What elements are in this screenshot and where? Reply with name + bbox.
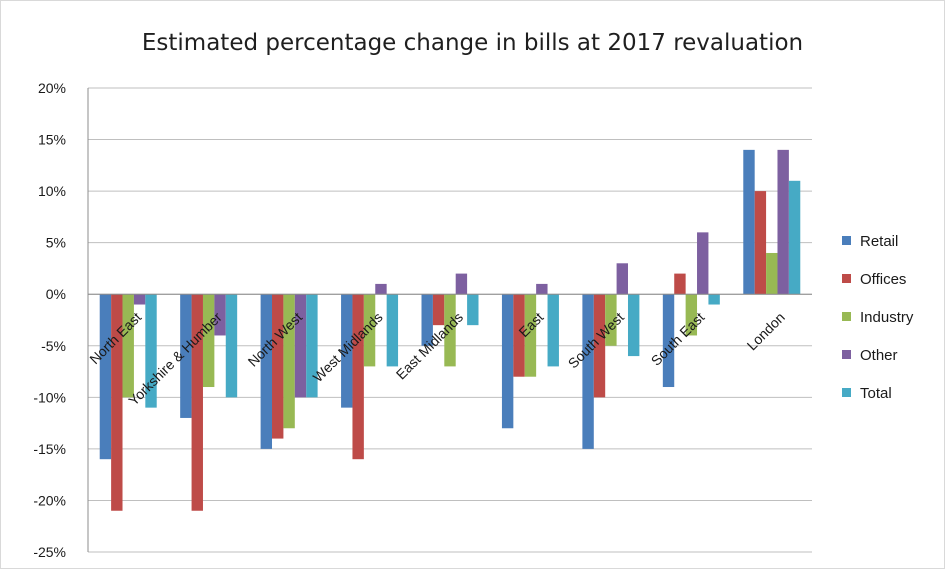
bar-other bbox=[697, 232, 709, 295]
bar-retail bbox=[501, 294, 514, 429]
bar-retail bbox=[582, 294, 594, 449]
bar-total bbox=[306, 294, 318, 398]
chart-title: Estimated percentage change in bills at … bbox=[141, 30, 804, 56]
y-tick-label: -20% bbox=[33, 492, 66, 508]
bar-offices bbox=[754, 191, 767, 295]
bar-retail bbox=[341, 294, 353, 408]
bar-total bbox=[547, 294, 559, 367]
bar-retail bbox=[99, 294, 112, 460]
bar-retail bbox=[180, 294, 192, 418]
bar-retail bbox=[421, 294, 433, 346]
y-tick-label: 0% bbox=[46, 286, 66, 302]
y-tick-label: -25% bbox=[33, 544, 66, 560]
x-tick-label: London bbox=[744, 309, 788, 353]
y-tick-label: 15% bbox=[38, 132, 66, 148]
bar-total bbox=[145, 294, 157, 408]
legend-label: Other bbox=[860, 347, 898, 364]
bar-retail bbox=[743, 149, 755, 295]
legend-swatch-industry bbox=[842, 312, 851, 321]
bar-total bbox=[708, 294, 720, 305]
bar-offices bbox=[674, 273, 686, 295]
y-tick-label: 20% bbox=[38, 80, 66, 96]
bar-offices bbox=[513, 294, 525, 377]
bar-retail bbox=[260, 294, 273, 449]
bars bbox=[99, 149, 801, 511]
y-tick-label: -5% bbox=[41, 338, 66, 354]
x-tick-label: South East bbox=[648, 309, 708, 369]
axes bbox=[87, 88, 812, 552]
y-tick-label: 5% bbox=[46, 235, 66, 251]
bar-total bbox=[225, 294, 238, 398]
legend-label: Industry bbox=[860, 309, 914, 326]
legend-label: Total bbox=[860, 385, 892, 402]
bar-industry bbox=[524, 294, 537, 377]
y-tick-label: -10% bbox=[33, 389, 66, 405]
bar-other bbox=[536, 283, 548, 295]
bar-other bbox=[455, 273, 468, 295]
bar-industry bbox=[444, 294, 456, 367]
bar-industry bbox=[766, 252, 778, 295]
bar-industry bbox=[202, 294, 215, 388]
legend-swatch-other bbox=[842, 350, 851, 359]
legend-swatch-offices bbox=[842, 274, 851, 283]
bar-other bbox=[616, 263, 628, 295]
y-tick-label: -15% bbox=[33, 441, 66, 457]
bar-other bbox=[214, 294, 226, 336]
bar-other bbox=[294, 294, 307, 398]
bar-total bbox=[386, 294, 399, 367]
bar-offices bbox=[352, 294, 364, 460]
legend: Retail Offices Industry Other Total bbox=[842, 233, 914, 402]
bar-industry bbox=[685, 294, 698, 336]
bar-offices bbox=[593, 294, 606, 398]
bar-total bbox=[627, 294, 640, 357]
legend-label: Offices bbox=[860, 271, 906, 288]
bar-retail bbox=[662, 294, 675, 388]
legend-label: Retail bbox=[860, 233, 898, 250]
bar-industry bbox=[363, 294, 376, 367]
bar-total bbox=[788, 180, 801, 295]
bar-total bbox=[467, 294, 479, 326]
bar-industry bbox=[122, 294, 134, 398]
bar-offices bbox=[111, 294, 123, 511]
bar-offices bbox=[191, 294, 203, 511]
y-tick-label: 10% bbox=[38, 183, 66, 199]
bar-industry bbox=[283, 294, 295, 429]
bar-offices bbox=[432, 294, 445, 326]
bar-other bbox=[777, 149, 789, 295]
bar-other bbox=[133, 294, 146, 305]
bar-offices bbox=[272, 294, 284, 439]
legend-swatch-total bbox=[842, 388, 851, 397]
legend-swatch-retail bbox=[842, 236, 851, 245]
bar-other bbox=[375, 283, 387, 295]
bar-industry bbox=[605, 294, 617, 346]
y-axis-tick-labels: 20% 15% 10% 5% 0% -5% -10% -15% -20% -25% bbox=[33, 80, 66, 560]
